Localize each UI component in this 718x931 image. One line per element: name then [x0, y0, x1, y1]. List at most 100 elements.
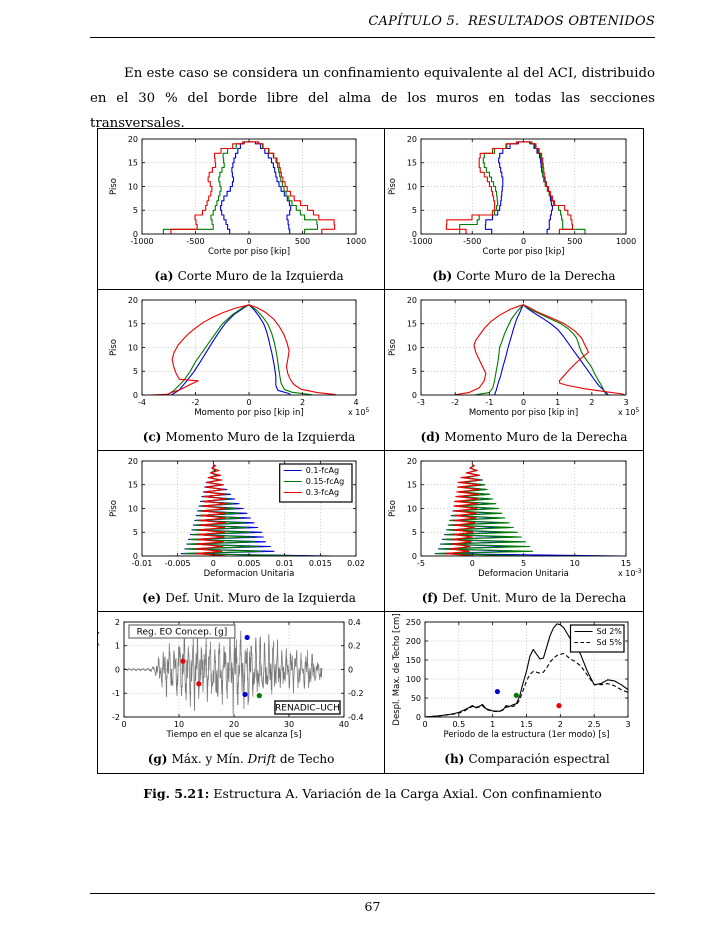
panel-caption-c: (c) Momento Muro de la Izquierda — [142, 430, 356, 444]
panel-caption-a: (a) Corte Muro de la Izquierda — [154, 269, 344, 283]
svg-text:-1: -1 — [485, 398, 493, 407]
svg-text:0: 0 — [133, 230, 138, 239]
svg-text:x 105: x 105 — [348, 407, 369, 417]
svg-text:Corte por piso [kip]: Corte por piso [kip] — [208, 247, 290, 257]
svg-text:Piso: Piso — [388, 339, 398, 356]
figure-panel-b: -1000 -500 0 500 1000 0 5 10 15 20 Corte por piso … — [385, 129, 643, 290]
panel-caption-g: (g) Máx. y Mín. Drift de Techo — [147, 752, 335, 766]
svg-text:2: 2 — [558, 720, 563, 729]
figure-panel-g: 0 10 20 30 40 -2 -1 0 1 2 -0.4 -0.2 0 0.2 0.4 Tiempo en… — [98, 612, 385, 773]
svg-text:2: 2 — [115, 618, 120, 627]
svg-text:20: 20 — [229, 720, 239, 729]
svg-text:0: 0 — [412, 391, 417, 400]
figure-panel-a: -1000 -500 0 500 1000 0 5 10 15 20 Corte por piso … — [98, 129, 385, 290]
svg-text:0: 0 — [246, 237, 251, 246]
svg-text:-1000: -1000 — [130, 237, 153, 246]
panel-caption-e: (e) Def. Unit. Muro de la Izquierda — [142, 591, 356, 605]
figure-caption-label: Fig. 5.21: — [143, 786, 210, 801]
svg-text:20: 20 — [407, 457, 417, 466]
svg-text:20: 20 — [128, 135, 138, 144]
svg-text:0: 0 — [412, 552, 417, 561]
svg-text:5: 5 — [412, 528, 417, 537]
chart-corte-derecha: -1000 -500 0 500 1000 0 5 10 15 20 Corte por piso … — [388, 135, 636, 257]
svg-text:Despl. Max. de Techo [cm]: Despl. Max. de Techo [cm] — [392, 613, 402, 725]
svg-text:Piso: Piso — [109, 339, 119, 356]
svg-text:0: 0 — [121, 720, 126, 729]
svg-text:3: 3 — [625, 720, 630, 729]
svg-text:1: 1 — [555, 398, 560, 407]
svg-text:3: 3 — [623, 398, 628, 407]
figure-panel-e: -0.01 -0.005 0 0.005 0.01 0.015 0.02 0 5 10 15 20 De… — [98, 451, 385, 612]
svg-text:10: 10 — [570, 559, 580, 568]
svg-text:200: 200 — [406, 637, 421, 646]
svg-text:5: 5 — [521, 559, 526, 568]
svg-text:40: 40 — [339, 720, 349, 729]
chart-drift-techo: 0 10 20 30 40 -2 -1 0 1 2 -0.4 -0.2 0 0.2 0.4 Tiempo en… — [98, 618, 364, 740]
svg-text:0: 0 — [211, 559, 216, 568]
svg-text:150: 150 — [406, 656, 421, 665]
header-rule — [90, 37, 655, 38]
svg-text:15: 15 — [407, 159, 417, 168]
svg-text:0: 0 — [521, 237, 526, 246]
svg-text:Reg. EO Concep. [g]: Reg. EO Concep. [g] — [137, 628, 228, 638]
svg-text:-500: -500 — [463, 237, 481, 246]
svg-text:0.4: 0.4 — [348, 618, 361, 627]
svg-text:15: 15 — [621, 559, 631, 568]
page-number: 67 — [364, 899, 381, 914]
svg-text:Piso: Piso — [388, 500, 398, 517]
svg-text:500: 500 — [567, 237, 582, 246]
svg-text:-5: -5 — [417, 559, 425, 568]
svg-text:0: 0 — [470, 559, 475, 568]
chart-comparacion-espectral: 0 0.5 1 1.5 2 2.5 3 0 50 100 150 200 250 Periodo de l… — [392, 613, 631, 740]
panel-caption-b: (b) Corte Muro de la Derecha — [432, 269, 616, 283]
svg-text:100: 100 — [406, 675, 421, 684]
svg-text:0: 0 — [133, 391, 138, 400]
chart-momento-derecha: -3 -2 -1 0 1 2 3 0 5 10 15 20 Momento por piso [kip … — [388, 296, 639, 418]
svg-text:-0.2: -0.2 — [348, 689, 364, 698]
chart-deformacion-izquierda: -0.01 -0.005 0 0.005 0.01 0.015 0.02 0 5 10 15 20 De… — [109, 457, 365, 579]
svg-text:10: 10 — [128, 182, 138, 191]
figure-grid: -1000 -500 0 500 1000 0 5 10 15 20 Corte por piso … — [97, 128, 644, 774]
svg-text:Sd 2%: Sd 2% — [597, 627, 623, 636]
svg-text:Periodo de la estructura (1er: Periodo de la estructura (1er modo) [s] — [444, 730, 610, 740]
svg-text:5: 5 — [133, 367, 138, 376]
svg-text:Deformacion Unitaria: Deformacion Unitaria — [478, 569, 569, 579]
svg-text:Deformacion Unitaria: Deformacion Unitaria — [204, 569, 295, 579]
figure-caption: Fig. 5.21: Estructura A. Variación de la… — [90, 786, 655, 801]
figure-panel-h: 0 0.5 1 1.5 2 2.5 3 0 50 100 150 200 250 Periodo de l… — [385, 612, 643, 773]
svg-text:20: 20 — [128, 296, 138, 305]
svg-text:0: 0 — [246, 398, 251, 407]
svg-text:-3: -3 — [417, 398, 425, 407]
svg-text:10: 10 — [407, 182, 417, 191]
svg-text:15: 15 — [407, 481, 417, 490]
svg-text:0: 0 — [348, 665, 353, 674]
svg-text:Sd 5%: Sd 5% — [597, 638, 623, 647]
svg-text:250: 250 — [406, 618, 421, 627]
svg-text:-0.005: -0.005 — [165, 559, 191, 568]
body-paragraph: En este caso se considera un confinamien… — [90, 66, 655, 131]
svg-text:15: 15 — [128, 320, 138, 329]
svg-text:10: 10 — [128, 504, 138, 513]
svg-text:2: 2 — [589, 398, 594, 407]
svg-text:Momento por piso [kip in]: Momento por piso [kip in] — [194, 408, 303, 418]
figure-panel-d: -3 -2 -1 0 1 2 3 0 5 10 15 20 Momento por piso [kip … — [385, 290, 643, 451]
svg-text:15: 15 — [128, 159, 138, 168]
svg-text:-0.01: -0.01 — [132, 559, 153, 568]
svg-text:-2: -2 — [451, 398, 459, 407]
svg-text:5: 5 — [412, 367, 417, 376]
svg-text:0: 0 — [521, 398, 526, 407]
svg-text:0.15-fcAg: 0.15-fcAg — [306, 477, 344, 486]
svg-text:Piso: Piso — [109, 500, 119, 517]
svg-text:-4: -4 — [138, 398, 146, 407]
svg-text:5: 5 — [133, 528, 138, 537]
svg-text:0.5: 0.5 — [452, 720, 465, 729]
svg-text:30: 30 — [284, 720, 294, 729]
svg-text:Tiempo en el que se alcanza [s: Tiempo en el que se alcanza [s] — [165, 730, 301, 740]
svg-text:0: 0 — [133, 552, 138, 561]
svg-text:0.01: 0.01 — [276, 559, 294, 568]
chart-corte-izquierda: -1000 -500 0 500 1000 0 5 10 15 20 Corte por piso … — [109, 135, 366, 257]
svg-text:2: 2 — [300, 398, 305, 407]
page-header-title: CAPÍTULO 5. RESULTADOS OBTENIDOS — [368, 14, 655, 29]
